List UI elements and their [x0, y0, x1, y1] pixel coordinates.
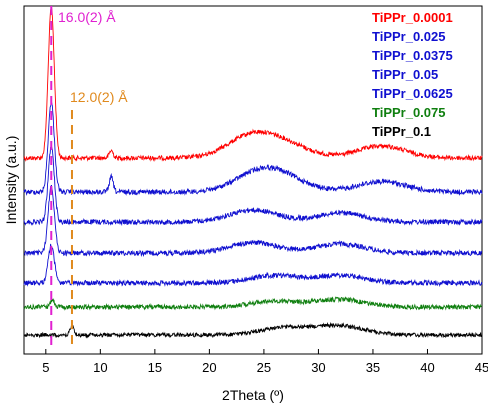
x-tick-label: 35 [366, 360, 380, 375]
trace-TiPPr_0.0625 [23, 243, 483, 288]
legend-entry: TiPPr_0.025 [372, 29, 445, 44]
x-tick-label: 10 [93, 360, 107, 375]
trace-TiPPr_0.05 [23, 184, 483, 258]
y-axis-title: Intensity (a.u.) [3, 136, 19, 225]
annotation-label-1: 16.0(2) Å [58, 9, 116, 25]
legend-entry: TiPPr_0.0375 [372, 48, 453, 63]
x-tick-label: 25 [257, 360, 271, 375]
trace-TiPPr_0.0375 [23, 146, 483, 227]
annotation-label-2: 12.0(2) Å [70, 89, 128, 105]
reference-lines-group [50, 6, 73, 345]
legend-entry: TiPPr_0.0625 [372, 86, 453, 101]
annotations-group: 16.0(2) Å 12.0(2) Å [58, 9, 128, 105]
legend-entry: TiPPr_0.0001 [372, 10, 453, 25]
x-ticks-group: 5 10 15 20 25 30 35 40 45 [42, 349, 488, 375]
x-tick-label: 20 [202, 360, 216, 375]
x-axis-title: 2Theta (º) [222, 387, 284, 403]
legend-entry: TiPPr_0.1 [372, 124, 431, 139]
x-tick-label: 15 [148, 360, 162, 375]
legend: TiPPr_0.0001 TiPPr_0.025 TiPPr_0.0375 TiPPr… [372, 10, 453, 139]
traces-group [23, 6, 483, 339]
trace-TiPPr_0.075 [23, 296, 483, 311]
x-tick-label: 45 [475, 360, 488, 375]
trace-TiPPr_0.025 [23, 101, 483, 197]
legend-entry: TiPPr_0.05 [372, 67, 438, 82]
plot-frame [23, 5, 483, 355]
x-tick-label: 40 [420, 360, 434, 375]
legend-entry: TiPPr_0.075 [372, 105, 445, 120]
trace-TiPPr_0.0001 [23, 6, 483, 162]
trace-TiPPr_0.1 [23, 321, 483, 339]
x-tick-label: 5 [42, 360, 49, 375]
x-tick-label: 30 [311, 360, 325, 375]
